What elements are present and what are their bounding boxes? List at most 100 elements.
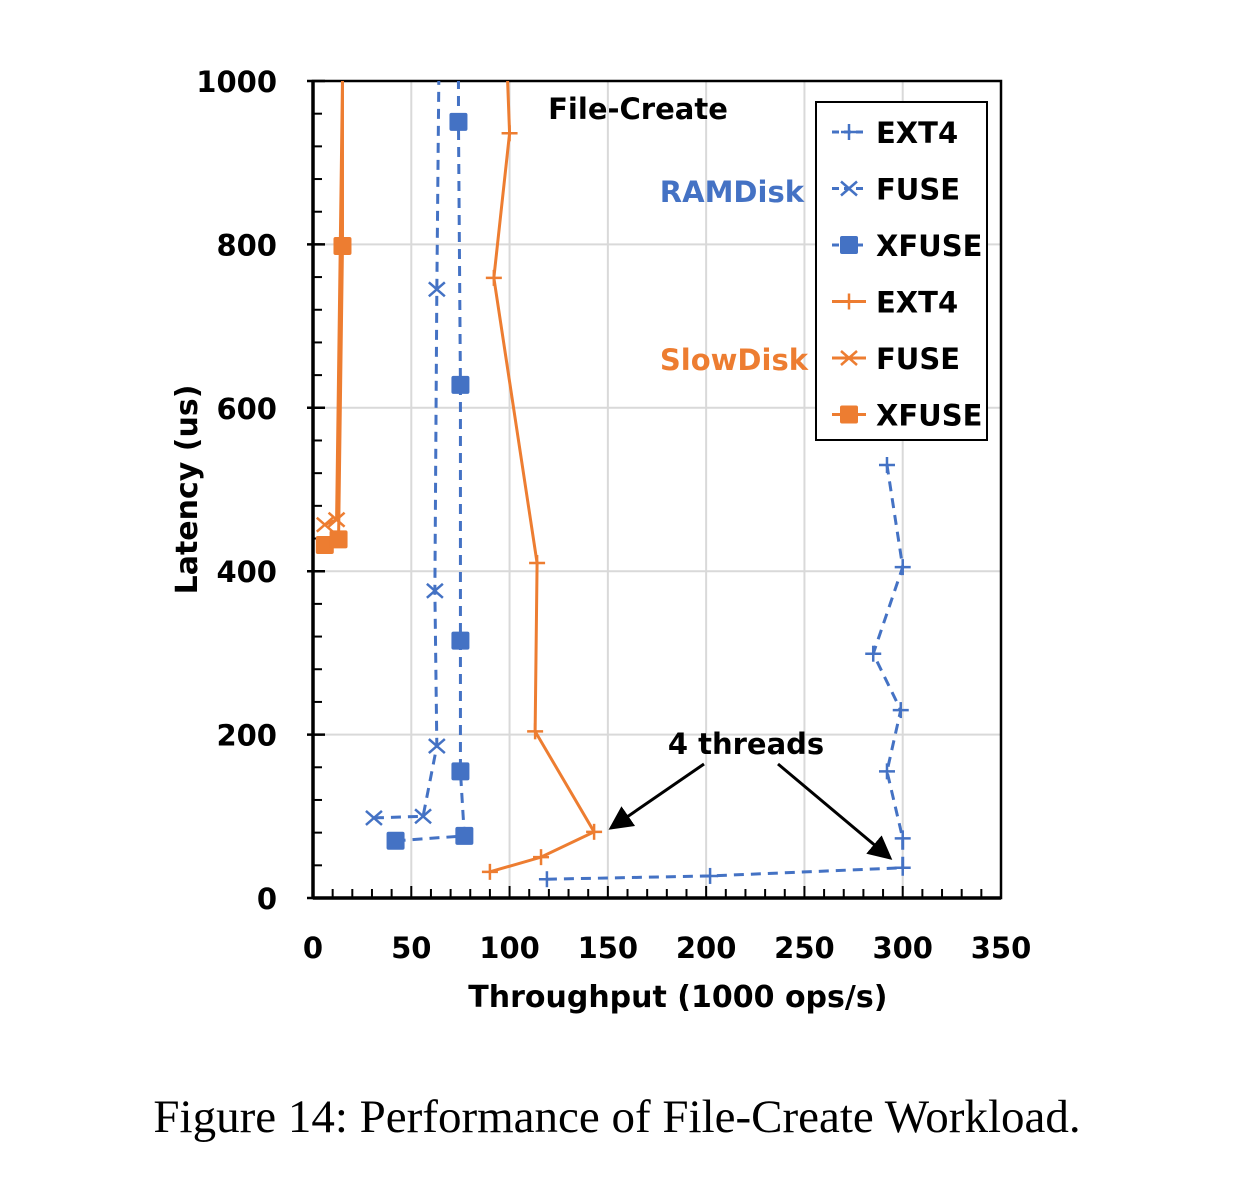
data-point-square [840,405,858,424]
group-label-slowdisk: SlowDisk [660,343,809,377]
x-marker-b [414,808,432,825]
data-point-x [426,582,444,599]
data-point-x [428,738,446,754]
series-slowdisk-ext4 [481,80,603,880]
data-point-x [428,281,446,298]
data-point-plus [841,124,857,140]
chart-title: File-Create [548,92,728,126]
series-slowdisk-fuse [315,80,346,533]
data-point-plus [481,863,498,880]
x-tick-label: 100 [479,931,540,965]
square-marker [315,536,334,555]
data-point-square [333,237,352,256]
square-marker [451,631,470,650]
square-marker [455,826,474,845]
legend-label: EXT4 [876,286,958,320]
x-axis-label: Throughput (1000 ops/s) [468,980,887,1015]
square-marker [386,831,405,850]
data-point-x [327,511,346,528]
data-point-plus [841,293,857,310]
x-tick-label: 200 [676,931,737,965]
legend-item: XFUSE [832,229,982,263]
data-point-x [840,350,858,366]
series-line [489,80,597,874]
data-point-square [329,530,348,549]
y-tick-label: 600 [216,392,277,426]
legend-item: EXT4 [832,116,958,150]
data-point-plus [878,763,895,780]
data-point-plus [501,125,518,142]
y-tick-label: 800 [216,228,277,262]
y-tick-label: 1000 [196,65,277,99]
x-marker-b [840,180,858,197]
square-marker [840,236,858,254]
data-point-plus [529,555,546,572]
data-point-square [315,536,334,555]
data-point-x [365,809,383,826]
data-point-square [451,375,470,394]
figure-caption: Figure 14: Performance of File-Create Wo… [153,1091,1081,1143]
x-tick-label: 300 [872,931,933,965]
data-point-plus [878,456,895,473]
square-marker [840,405,858,424]
series-slowdisk-xfuse [315,81,352,555]
data-point-plus [702,867,719,884]
data-point-square [386,831,405,850]
annotation-arrow [777,762,893,860]
series-line [373,80,441,820]
square-marker [329,530,348,549]
x-tick-label: 250 [774,931,835,965]
data-point-square [840,236,858,254]
data-point-plus [485,269,502,286]
y-tick-label: 0 [257,882,277,916]
data-point-plus [865,645,882,662]
group-label-ramdisk: RAMDisk [660,175,805,209]
data-point-plus [527,723,544,740]
x-marker-b [840,350,858,366]
data-point-plus [586,823,603,840]
square-marker [451,762,470,781]
x-marker-b [428,281,446,298]
legend-item: EXT4 [832,286,958,320]
data-point-x [315,516,334,533]
legend-item: FUSE [832,342,960,376]
legend-label: FUSE [876,342,960,376]
series-ramdisk-ext4 [538,456,911,888]
annotation-4-threads: 4 threads [668,727,824,761]
x-tick-label: 0 [303,931,323,965]
square-marker [451,375,470,394]
data-point-x [414,808,432,825]
latency-throughput-chart: 0 50 100 150 200 250 300 350 0 200 400 600 800 1000 Th… [170,65,1032,1015]
data-point-plus [533,849,550,866]
data-point-plus [894,830,911,847]
x-tick-label: 50 [391,931,431,965]
series-ramdisk-fuse [365,80,446,826]
x-tick-label: 150 [578,931,639,965]
legend-label: EXT4 [876,116,958,150]
y-axis-label: Latency (us) [170,385,205,595]
x-marker-b [426,582,444,599]
data-point-plus [894,559,911,576]
legend-item: XFUSE [832,399,982,433]
data-point-square [451,762,470,781]
y-tick-label: 200 [216,719,277,753]
series-ramdisk-xfuse [386,81,474,850]
x-tick-label: 350 [971,931,1032,965]
legend-label: XFUSE [876,229,982,263]
legend: EXT4 FUSE XFUSE EXT4 FUSE XFUSE [815,101,988,441]
x-marker-b [327,511,346,528]
data-point-plus [538,871,555,888]
square-marker [449,112,468,131]
x-marker-b [428,738,446,754]
data-point-square [449,112,468,131]
series-line [546,464,905,881]
x-marker-b [315,516,334,533]
x-marker-b [365,809,383,826]
data-point-square [455,826,474,845]
annotation-arrow [608,762,705,830]
data-point-square [451,631,470,650]
series-line [395,81,466,843]
y-tick-label: 400 [216,555,277,589]
legend-label: FUSE [876,173,960,207]
data-point-plus [894,859,911,876]
